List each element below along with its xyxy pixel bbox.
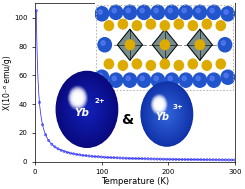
Point <box>140 157 144 160</box>
Point <box>196 158 199 161</box>
Point <box>56 147 60 150</box>
Point <box>121 157 125 160</box>
Point <box>171 158 175 161</box>
Point <box>220 158 224 161</box>
Point <box>127 157 131 160</box>
Point <box>186 158 190 161</box>
Point <box>53 145 57 148</box>
Point <box>72 152 75 155</box>
Point <box>65 151 69 154</box>
Point <box>202 158 206 161</box>
Point <box>106 156 110 159</box>
Point <box>124 157 128 160</box>
Point <box>174 158 178 161</box>
Point <box>87 154 91 157</box>
Point <box>168 158 172 161</box>
Point <box>118 156 122 160</box>
Point <box>143 157 147 160</box>
Point <box>152 157 156 160</box>
Point <box>84 154 88 157</box>
Point <box>103 156 107 159</box>
Point <box>230 158 234 161</box>
Point <box>99 156 103 159</box>
Point <box>159 158 162 161</box>
Point <box>180 158 184 161</box>
Point <box>112 156 116 159</box>
Point <box>137 157 141 160</box>
Point <box>44 133 48 136</box>
Point <box>149 157 153 160</box>
Point <box>214 158 218 161</box>
Point <box>165 158 169 161</box>
Point <box>134 157 137 160</box>
Point <box>233 159 237 162</box>
Point <box>59 149 63 152</box>
Point <box>41 123 45 126</box>
Point <box>78 153 82 156</box>
Point <box>69 152 73 155</box>
Point <box>211 158 215 161</box>
Text: &: & <box>121 113 133 127</box>
Point <box>93 155 97 158</box>
Point <box>183 158 187 161</box>
Point <box>193 158 196 161</box>
Point <box>227 158 231 161</box>
Point <box>81 154 85 157</box>
Point <box>75 153 79 156</box>
Point <box>208 158 212 161</box>
Point <box>189 158 193 161</box>
Point <box>177 158 181 161</box>
Point <box>37 101 41 104</box>
Point <box>223 158 227 161</box>
Point <box>90 155 94 158</box>
Point <box>50 143 54 146</box>
Point <box>109 156 113 159</box>
Point <box>62 150 66 153</box>
Point <box>161 158 165 161</box>
X-axis label: Temperature (K): Temperature (K) <box>101 177 169 186</box>
Point <box>115 156 119 159</box>
Y-axis label: X(10⁻⁶ emu/g): X(10⁻⁶ emu/g) <box>3 55 12 110</box>
Point <box>155 158 159 161</box>
Point <box>146 157 150 160</box>
Point <box>131 157 135 160</box>
Point <box>199 158 203 161</box>
Point <box>34 9 38 12</box>
Point <box>96 155 100 158</box>
Point <box>217 158 221 161</box>
Point <box>47 139 51 142</box>
Point <box>205 158 209 161</box>
